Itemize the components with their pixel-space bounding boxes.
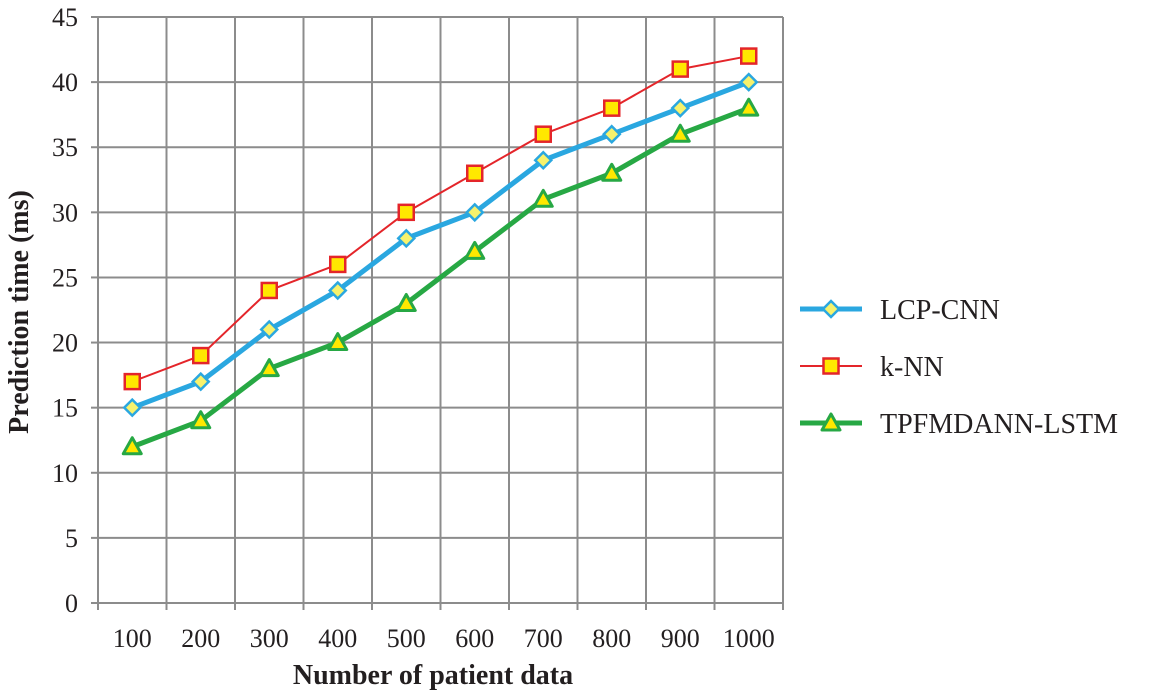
data-point [123, 372, 141, 391]
y-tick-label: 25 [52, 263, 78, 292]
data-point [601, 162, 623, 182]
axes [91, 16, 784, 610]
x-tick-label: 500 [387, 624, 426, 653]
data-point [532, 188, 554, 208]
data-point [534, 125, 552, 143]
y-tick-label: 0 [65, 589, 78, 618]
legend: LCP-CNN k-NN TPFMDANN-LSTM [800, 295, 1118, 440]
series-line [131, 79, 750, 411]
x-tick-label: 200 [181, 624, 220, 653]
legend-marker [822, 357, 840, 375]
x-tick-label: 800 [592, 624, 631, 653]
data-point [258, 358, 280, 378]
data-point [397, 203, 415, 222]
x-tick-label: 1000 [723, 624, 775, 653]
series-line [131, 55, 749, 383]
data-point [190, 371, 211, 392]
data-point [466, 164, 484, 183]
legend-marker [821, 299, 841, 319]
data-point [738, 72, 759, 92]
data-point [533, 150, 554, 171]
legend-marker [820, 412, 842, 432]
data-point [121, 436, 143, 456]
series-group [121, 47, 760, 456]
grid [98, 16, 784, 603]
x-tick-label: 600 [455, 624, 494, 653]
data-point [259, 319, 280, 340]
y-tick-label: 40 [52, 68, 78, 97]
data-point [192, 346, 210, 365]
data-point [603, 99, 621, 117]
x-tick-label: 100 [113, 624, 152, 653]
data-point [396, 228, 417, 249]
data-point [740, 47, 758, 65]
legend-item: k-NN [800, 352, 944, 383]
data-point [395, 292, 417, 312]
data-point [260, 281, 278, 300]
x-tick-label: 900 [661, 624, 700, 653]
data-point [669, 123, 691, 143]
legend-item: TPFMDANN-LSTM [800, 409, 1118, 440]
data-point [671, 60, 689, 78]
data-point [464, 240, 486, 260]
y-tick-label: 35 [52, 133, 78, 162]
legend-label: k-NN [880, 352, 944, 383]
legend-item: LCP-CNN [800, 295, 1000, 326]
data-point [601, 124, 622, 144]
legend-label: TPFMDANN-LSTM [880, 409, 1118, 440]
data-point [327, 332, 349, 352]
y-tick-label: 15 [52, 394, 78, 423]
data-point [738, 97, 760, 117]
y-tick-label: 45 [52, 3, 78, 32]
y-tick-label: 5 [65, 524, 78, 553]
y-tick-label: 10 [52, 459, 78, 488]
data-point [327, 280, 348, 301]
series-k-nn [123, 47, 758, 391]
x-tick-label: 400 [318, 624, 357, 653]
y-axis-title: Prediction time (ms) [4, 190, 35, 434]
data-point [670, 98, 691, 118]
legend-label: LCP-CNN [880, 295, 1000, 326]
data-point [464, 202, 485, 223]
y-tick-label: 20 [52, 329, 78, 358]
x-axis-title: Number of patient data [293, 660, 573, 691]
data-point [190, 410, 212, 430]
series-tpfmdann-lstm [121, 97, 760, 456]
y-tick-label: 30 [52, 198, 78, 227]
x-tick-label: 700 [524, 624, 563, 653]
series-lcp-cnn [122, 72, 759, 418]
series-line [131, 105, 750, 450]
tick-labels: 0 5 10 15 20 25 30 35 40 45 100 200 300 400 500 600 700 8… [52, 3, 775, 653]
x-tick-label: 300 [250, 624, 289, 653]
data-point [122, 397, 143, 418]
data-point [329, 255, 347, 274]
